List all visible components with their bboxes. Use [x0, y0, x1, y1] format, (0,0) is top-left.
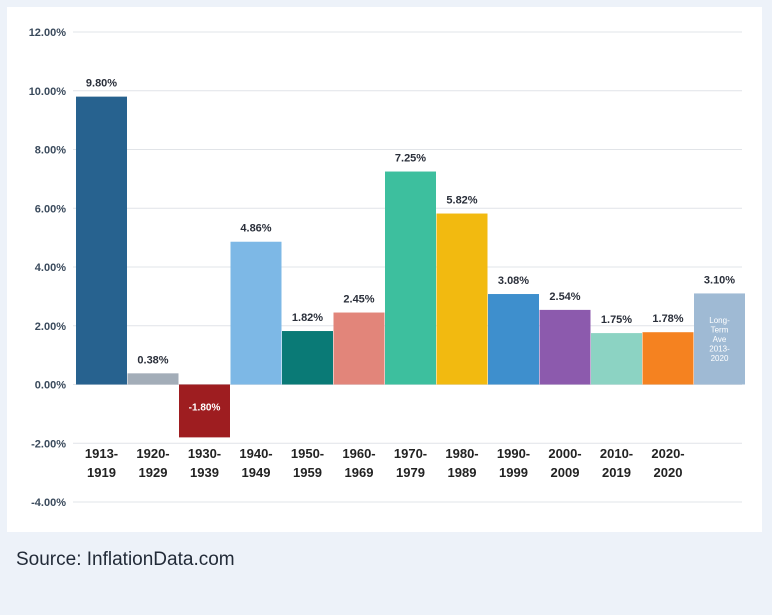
y-tick-label: 6.00%	[35, 203, 66, 215]
bar-note-text: 2013-	[709, 345, 730, 354]
source-caption: Source: InflationData.com	[16, 549, 235, 570]
y-tick-label: 8.00%	[35, 145, 66, 157]
x-tick-label: 1979	[396, 465, 425, 480]
chart-card: 12.00% 10.00% 8.00% 6.00% 4.00% 2.00% 0.00% -2.…	[7, 7, 762, 532]
x-tick-label: 1939	[190, 465, 219, 480]
y-tick-label: 10.00%	[29, 86, 67, 98]
y-tick-label: -4.00%	[31, 497, 66, 509]
data-label: 2.54%	[549, 291, 580, 303]
x-tick-label: 1940-	[239, 446, 272, 461]
x-tick-label: 2010-	[600, 446, 633, 461]
x-tick-label: 1949	[242, 465, 271, 480]
x-tick-label: 1950-	[291, 446, 324, 461]
x-tick-label: 2019	[602, 465, 631, 480]
x-tick-label: 1913-	[85, 446, 118, 461]
bar	[179, 384, 230, 438]
x-tick-label: 2020-	[651, 446, 684, 461]
data-label: 1.78%	[652, 313, 683, 325]
data-label: 3.08%	[498, 275, 529, 287]
x-tick-label: 1969	[345, 465, 374, 480]
x-tick-label: 1930-	[188, 446, 221, 461]
y-tick-label: 0.00%	[35, 380, 66, 392]
bar	[333, 312, 385, 385]
bar	[539, 309, 591, 385]
data-label: 4.86%	[240, 223, 271, 235]
bar-chart: 12.00% 10.00% 8.00% 6.00% 4.00% 2.00% 0.00% -2.…	[29, 27, 745, 509]
x-tick-label: 1960-	[342, 446, 375, 461]
bar	[694, 293, 745, 385]
bar	[436, 213, 488, 385]
x-tick-label: 2009	[551, 465, 580, 480]
data-label: 5.82%	[446, 195, 477, 207]
bar	[282, 331, 333, 385]
y-tick-label: 12.00%	[29, 27, 67, 39]
bar	[488, 294, 539, 385]
x-tick-label: 1920-	[136, 446, 169, 461]
x-tick-label: 1959	[293, 465, 322, 480]
y-tick-label: 4.00%	[35, 262, 66, 274]
bar	[76, 96, 127, 385]
y-tick-label: -2.00%	[31, 438, 66, 450]
data-label: 1.82%	[292, 312, 323, 324]
x-tick-label: 2000-	[548, 446, 581, 461]
x-tick-label: 1929	[139, 465, 168, 480]
x-tick-label: 1999	[499, 465, 528, 480]
x-tick-label: 1970-	[394, 446, 427, 461]
data-label: 2.45%	[343, 294, 374, 306]
data-label: 3.10%	[704, 274, 735, 286]
y-tick-label: 2.00%	[35, 321, 66, 333]
data-label: 9.80%	[86, 78, 117, 90]
x-tick-label: 1990-	[497, 446, 530, 461]
bar	[591, 333, 642, 385]
bar	[230, 241, 282, 385]
bar-note-text: Long-	[709, 316, 730, 325]
data-label: 0.38%	[137, 354, 168, 366]
data-label: -1.80%	[189, 403, 221, 414]
bar	[385, 171, 436, 385]
bar-note-text: Term	[711, 326, 729, 335]
bar	[127, 373, 179, 385]
bar-note-text: 2020	[711, 354, 729, 363]
bar	[642, 332, 694, 385]
data-label: 1.75%	[601, 314, 632, 326]
x-tick-label: 1919	[87, 465, 116, 480]
x-tick-label: 2020	[654, 465, 683, 480]
x-tick-label: 1989	[448, 465, 477, 480]
data-label: 7.25%	[395, 153, 426, 165]
x-tick-label: 1980-	[445, 446, 478, 461]
bar-note-text: Ave	[713, 335, 727, 344]
